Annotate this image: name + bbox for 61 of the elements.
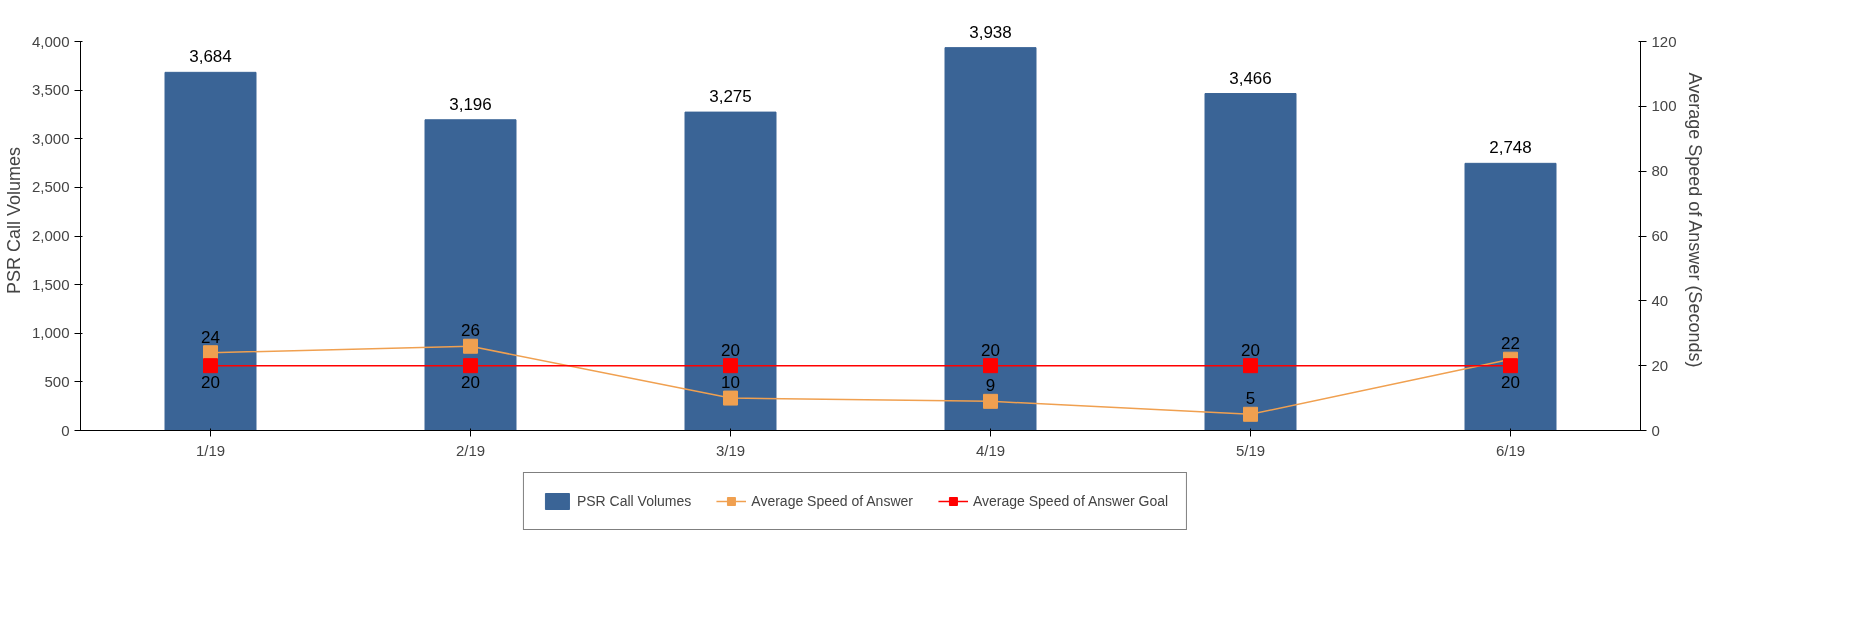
point: [983, 393, 998, 409]
y-tick-label: 500: [44, 372, 70, 390]
data-label: 20: [721, 340, 740, 360]
y2-tick-label: 80: [1651, 162, 1669, 180]
x-tick-label: 5/19: [1235, 441, 1266, 459]
y-tick-label: 3,000: [31, 129, 70, 147]
y-axis-title: PSR Call Volumes: [3, 146, 24, 295]
y-tick-label: 1,000: [31, 324, 70, 342]
data-label: 20: [201, 372, 220, 392]
y2-tick-label: 60: [1651, 227, 1669, 245]
point: [463, 338, 478, 354]
bar: [1204, 93, 1297, 431]
data-label: 9: [985, 376, 996, 396]
x-tick-label: 6/19: [1495, 441, 1526, 459]
point: [203, 358, 218, 374]
y2-tick-label: 100: [1651, 97, 1677, 115]
data-label: 3,684: [189, 47, 232, 67]
point: [723, 390, 738, 406]
data-label: 20: [461, 372, 480, 392]
point: [1243, 406, 1258, 422]
point: [983, 358, 998, 374]
y-tick-label: 0: [61, 421, 70, 439]
y-tick-label: 3,500: [31, 81, 70, 99]
x-tick-label: 1/19: [195, 441, 226, 459]
y-tick-label: 2,500: [31, 178, 70, 196]
y2-tick-label: 20: [1651, 356, 1669, 374]
point: [723, 358, 738, 374]
data-label: 3,275: [709, 87, 752, 107]
y-tick-label: 2,000: [31, 227, 70, 245]
data-label: 3,938: [969, 22, 1012, 42]
bar: [1464, 162, 1557, 431]
x-tick-label: 2/19: [455, 441, 486, 459]
point: [1503, 358, 1518, 374]
legend-label: Average Speed of Answer: [751, 493, 913, 509]
data-label: 2,748: [1489, 138, 1532, 158]
y2-tick-label: 0: [1651, 421, 1660, 439]
data-label: 22: [1501, 334, 1520, 354]
y-tick-label: 4,000: [31, 32, 70, 50]
bar: [944, 47, 1037, 431]
data-label: 3,196: [449, 94, 492, 114]
x-tick-label: 3/19: [715, 441, 746, 459]
x-tick-label: 4/19: [975, 441, 1006, 459]
data-label: 20: [1501, 372, 1520, 392]
data-label: 20: [981, 340, 1000, 360]
point: [463, 358, 478, 374]
data-label: 10: [721, 373, 740, 393]
y2-tick-label: 40: [1651, 291, 1669, 309]
legend-label: PSR Call Volumes: [576, 493, 692, 509]
data-label: 24: [201, 327, 220, 347]
data-label: 3,466: [1229, 68, 1272, 88]
bar: [424, 119, 517, 431]
y-tick-label: 1,500: [31, 275, 70, 293]
point: [1243, 358, 1258, 374]
bar: [684, 111, 777, 431]
bar: [164, 71, 257, 431]
data-label: 20: [1241, 340, 1260, 360]
y2-tick-label: 120: [1651, 32, 1677, 50]
data-label: 5: [1245, 389, 1256, 409]
legend-label: Average Speed of Answer Goal: [972, 493, 1169, 509]
y2-axis-title: Average Speed of Answer (Seconds): [1684, 72, 1705, 368]
data-label: 26: [461, 321, 480, 341]
